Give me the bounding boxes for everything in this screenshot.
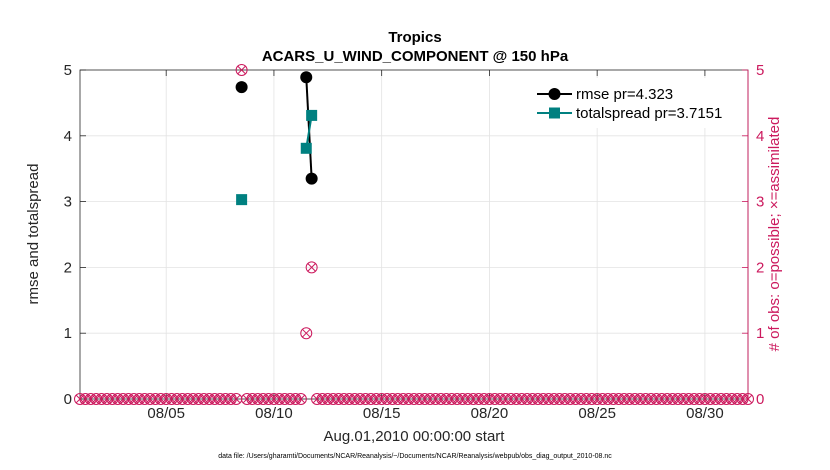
y-tick-label: 1 [64, 325, 72, 342]
obs-possible-marker [742, 393, 754, 405]
obs-possible-marker [294, 393, 307, 405]
x-axis-label: Aug.01,2010 00:00:00 start [324, 428, 506, 445]
legend-box [527, 78, 741, 128]
x-tick-label: 08/10 [255, 405, 293, 422]
obs-count-markers [74, 64, 754, 405]
data-series [235, 71, 318, 206]
obs-assimilated-marker [301, 328, 311, 338]
obs-assimilated-marker [231, 394, 241, 404]
legend-rmse-marker [548, 88, 561, 100]
y-tick-label: 0 [64, 391, 72, 408]
y-tick-label: 5 [64, 62, 72, 79]
x-tick-label: 08/05 [147, 405, 185, 422]
y-right-tick-label: 2 [756, 259, 764, 276]
rmse-point [305, 172, 318, 185]
y-right-tick-label: 3 [756, 194, 764, 211]
totalspread-point [300, 142, 312, 154]
y-right-tick-label: 0 [756, 391, 764, 408]
x-tick-label: 08/25 [578, 405, 616, 422]
obs-possible-marker [300, 327, 313, 340]
data-file-footer: data file: /Users/gharamti/Documents/NCA… [218, 453, 612, 460]
totalspread-point [306, 109, 318, 121]
rmse-point [300, 71, 313, 84]
y-right-tick-label: 4 [756, 128, 764, 145]
y-axis-label: rmse and totalspread [25, 164, 42, 305]
legend-rmse-label: rmse pr=4.323 [576, 86, 673, 103]
x-tick-label: 08/30 [686, 405, 724, 422]
totalspread-point [236, 194, 248, 206]
obs-assimilated-marker [237, 65, 246, 75]
obs-possible-marker [305, 261, 318, 274]
axis-ticks: 08/05 08/10 08/15 08/20 08/25 08/30 0 1 2 3 4 5 0 1 2 3… [64, 62, 765, 422]
y-axis-right-label: # of obs: o=possible; ×=assimilated [766, 117, 783, 352]
obs-assimilated-marker [307, 263, 316, 272]
legend-spread-marker [549, 107, 560, 119]
x-tick-label: 08/15 [363, 405, 401, 422]
legend-spread-label: totalspread pr=3.7151 [576, 105, 722, 122]
y-right-tick-label: 5 [756, 62, 764, 79]
obs-assimilated-marker [743, 394, 753, 404]
y-tick-label: 4 [64, 128, 72, 145]
obs-assimilated-marker [296, 394, 306, 404]
x-tick-label: 08/20 [471, 405, 509, 422]
chart-subtitle: ACARS_U_WIND_COMPONENT @ 150 hPa [262, 48, 569, 65]
chart-title: Tropics [388, 29, 441, 46]
y-tick-label: 3 [64, 194, 72, 211]
y-right-tick-label: 1 [756, 325, 764, 342]
legend: rmse pr=4.323 totalspread pr=3.7151 [527, 78, 741, 128]
rmse-point [235, 81, 248, 94]
y-tick-label: 2 [64, 259, 72, 276]
obs-possible-marker [235, 64, 248, 76]
